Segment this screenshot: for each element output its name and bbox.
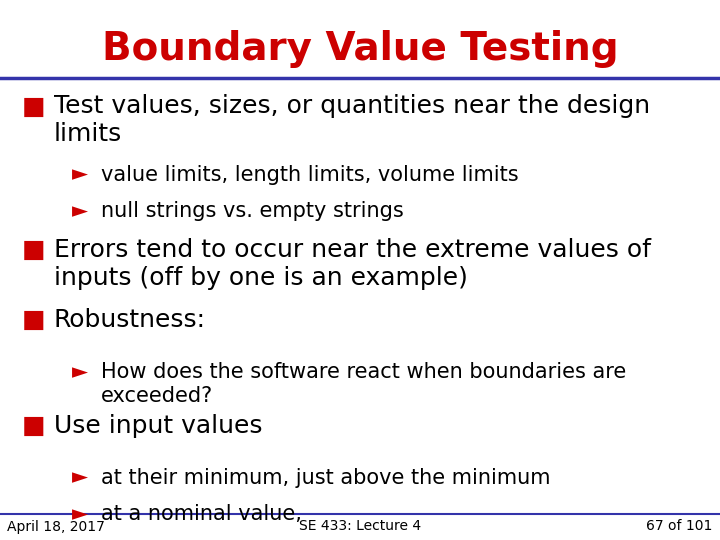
- Text: Errors tend to occur near the extreme values of
inputs (off by one is an example: Errors tend to occur near the extreme va…: [54, 238, 651, 290]
- Text: ►: ►: [72, 362, 88, 382]
- Text: Robustness:: Robustness:: [54, 308, 206, 332]
- Text: Test values, sizes, or quantities near the design
limits: Test values, sizes, or quantities near t…: [54, 94, 650, 146]
- Text: null strings vs. empty strings: null strings vs. empty strings: [101, 201, 403, 221]
- Text: April 18, 2017: April 18, 2017: [7, 519, 105, 534]
- Text: SE 433: Lecture 4: SE 433: Lecture 4: [299, 519, 421, 534]
- Text: ►: ►: [72, 165, 88, 185]
- Text: How does the software react when boundaries are
exceeded?: How does the software react when boundar…: [101, 362, 626, 406]
- Text: at a nominal value,: at a nominal value,: [101, 504, 302, 524]
- Text: ■: ■: [22, 238, 45, 262]
- Text: 67 of 101: 67 of 101: [647, 519, 713, 534]
- Text: ►: ►: [72, 201, 88, 221]
- Text: value limits, length limits, volume limits: value limits, length limits, volume limi…: [101, 165, 518, 185]
- Text: ■: ■: [22, 414, 45, 437]
- Text: Use input values: Use input values: [54, 414, 263, 437]
- Text: Boundary Value Testing: Boundary Value Testing: [102, 30, 618, 68]
- Text: ■: ■: [22, 308, 45, 332]
- Text: ■: ■: [22, 94, 45, 118]
- Text: ►: ►: [72, 504, 88, 524]
- Text: at their minimum, just above the minimum: at their minimum, just above the minimum: [101, 468, 550, 488]
- Text: ►: ►: [72, 468, 88, 488]
